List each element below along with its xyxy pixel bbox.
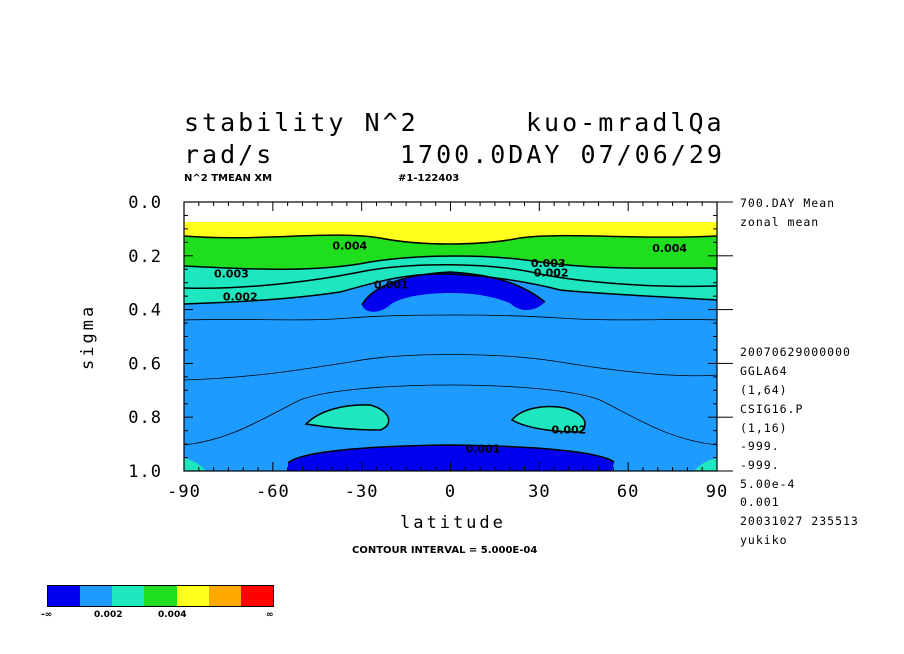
- y-tick-label: 0.6: [128, 354, 162, 374]
- colorbar-swatch: [208, 586, 241, 606]
- contour-labels: 0.004 0.0040.0030.0030.0020.0020.0010.002…: [214, 239, 687, 455]
- y-tick-label: 0.8: [128, 408, 162, 428]
- contour-label: 0.002: [552, 424, 587, 437]
- x-axis-label: latitude: [400, 513, 506, 533]
- contour-label: 0.003: [214, 268, 249, 281]
- contour-interval: CONTOUR INTERVAL = 5.000E-04: [352, 545, 538, 556]
- x-tick-label: -60: [256, 482, 290, 502]
- blob-dark-lower: [288, 445, 614, 471]
- colorbar-swatch: [240, 586, 273, 606]
- y-tick-label: 0.2: [128, 247, 162, 267]
- blob-dark-upper: [362, 272, 545, 312]
- band-yellow: [184, 222, 717, 244]
- contour-label: 0.004: [652, 242, 687, 255]
- contour-label: 0.004: [332, 239, 367, 252]
- corner-right: [694, 458, 717, 471]
- side-mean: 700.DAY Mean: [740, 196, 836, 210]
- island-teal-right: [512, 406, 585, 432]
- colorbar-label: 0.004: [158, 610, 187, 620]
- colorbar-swatch: [80, 586, 113, 606]
- side-line: -999.: [740, 458, 780, 472]
- side-line: yukiko: [740, 533, 788, 547]
- x-tick-label: 30: [528, 482, 550, 502]
- colorbar-swatch: [48, 586, 81, 606]
- y-tick-label: 1.0: [128, 462, 162, 482]
- x-tick-label: -30: [345, 482, 379, 502]
- contour-label: 0.001: [374, 278, 409, 291]
- side-line: 5.00e-4: [740, 477, 796, 491]
- side-line: (1,16): [740, 421, 788, 435]
- colorbar-swatch: [176, 586, 209, 606]
- run-id: #1-122403: [398, 173, 460, 184]
- side-line: 0.001: [740, 495, 780, 509]
- y-tick-label: 0.0: [128, 193, 162, 213]
- island-teal-left: [306, 404, 389, 430]
- y-tick-label: 0.4: [128, 301, 162, 321]
- x-tick-label: 90: [706, 482, 728, 502]
- contour-label: 0.002: [534, 266, 569, 279]
- colorbar-label: ∞: [266, 610, 274, 620]
- date-title: 1700.0DAY 07/06/29: [400, 140, 725, 169]
- y-axis-label: sigma: [78, 303, 98, 370]
- colorbar-label: -∞: [41, 610, 53, 620]
- side-line: GGLA64: [740, 364, 788, 378]
- colorbar-swatch: [112, 586, 145, 606]
- x-tick-label: 0: [445, 482, 456, 502]
- contour-label: 0.002: [223, 290, 258, 303]
- contour-lines: [183, 234, 718, 464]
- contour-fills: [184, 222, 717, 471]
- x-tick-label: 60: [617, 482, 639, 502]
- side-line: CSIG16.P: [740, 402, 804, 416]
- x-tick-label: -90: [167, 482, 201, 502]
- colorbar: [47, 585, 274, 607]
- side-line: -999.: [740, 439, 780, 453]
- side-line: 20031027 235513: [740, 514, 859, 528]
- side-line: 20070629000000: [740, 345, 851, 359]
- units-title: rad/s: [184, 140, 275, 169]
- contour-label: 0.003: [531, 257, 566, 270]
- variable-title: stability N^2: [184, 108, 419, 137]
- short-name: N^2 TMEAN XM: [184, 173, 273, 184]
- colorbar-swatch: [144, 586, 177, 606]
- contour-label: 0.001: [466, 442, 501, 455]
- colorbar-label: 0.002: [94, 610, 123, 620]
- side-line: (1,64): [740, 383, 788, 397]
- tick-labels: -90 -60 -30 0 30 60 90 0.0 0.2 0.4 0.6 0.8 1.0: [128, 193, 728, 502]
- experiment-title: kuo-mradlQa: [526, 108, 725, 137]
- side-zonal: zonal mean: [740, 215, 820, 229]
- axis-ticks: [183, 201, 733, 472]
- band-green: [184, 235, 717, 270]
- corner-left: [184, 458, 206, 471]
